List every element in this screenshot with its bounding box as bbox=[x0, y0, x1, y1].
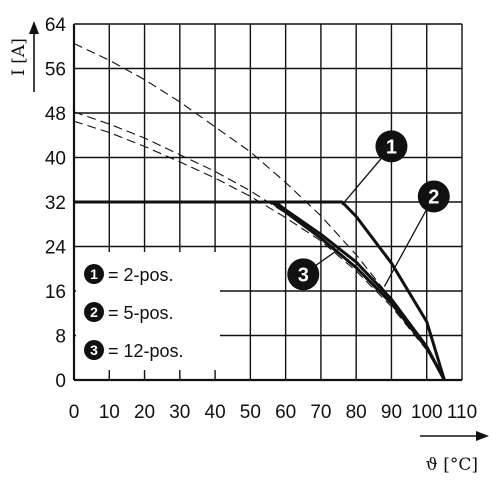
legend-badge-3 bbox=[84, 340, 104, 360]
legend-entry-label: = 2-pos. bbox=[108, 265, 174, 285]
y-axis-label: I [A] bbox=[9, 38, 29, 76]
x-axis-label: ϑ [°C] bbox=[426, 455, 478, 475]
x-tick-label: 70 bbox=[310, 402, 331, 423]
x-tick-label: 100 bbox=[411, 402, 443, 423]
x-tick-label: 0 bbox=[69, 402, 80, 423]
series-line-3-dashed bbox=[73, 120, 445, 381]
y-tick-label: 24 bbox=[45, 238, 67, 259]
x-tick-label: 40 bbox=[205, 402, 226, 423]
x-tick-label: 30 bbox=[169, 402, 190, 423]
legend-entry-label: = 5-pos. bbox=[108, 303, 174, 323]
x-tick-label: 110 bbox=[447, 402, 477, 423]
legend-entry-label: = 12-pos. bbox=[108, 341, 184, 361]
x-tick-label: 10 bbox=[99, 402, 120, 423]
y-tick-label: 0 bbox=[55, 371, 66, 392]
annotation-badge-2 bbox=[417, 180, 450, 213]
y-tick-label: 64 bbox=[45, 15, 67, 36]
series-line-1-solid bbox=[74, 200, 446, 381]
y-tick-label: 40 bbox=[45, 149, 66, 170]
annotation-badge-3 bbox=[287, 258, 320, 291]
y-tick-label: 16 bbox=[45, 282, 66, 303]
x-tick-label: 50 bbox=[240, 402, 261, 423]
annotation-leader-2 bbox=[383, 196, 435, 287]
y-tick-label: 32 bbox=[45, 193, 66, 214]
y-tick-label: 48 bbox=[45, 104, 66, 125]
series-line-3-solid bbox=[74, 200, 446, 381]
y-tick-label: 56 bbox=[45, 60, 66, 81]
annotation-label-3: 3 bbox=[298, 264, 309, 286]
legend-badge-2 bbox=[84, 302, 104, 322]
series-group bbox=[73, 43, 446, 381]
x-tick-labels: 0 10 20 30 40 50 60 70 80 90 100 110 bbox=[69, 402, 477, 423]
annotation-label-2: 2 bbox=[428, 186, 439, 208]
annotation-group: 1 2 3 bbox=[287, 130, 450, 291]
legend-badge-number: 2 bbox=[90, 304, 98, 320]
x-tick-label: 80 bbox=[346, 402, 367, 423]
x-tick-label: 60 bbox=[275, 402, 296, 423]
axis-arrows bbox=[29, 21, 489, 441]
x-tick-label: 20 bbox=[134, 402, 155, 423]
y-tick-labels: 0 8 16 24 32 40 48 56 64 bbox=[45, 15, 67, 392]
x-tick-label: 90 bbox=[381, 402, 402, 423]
legend: 1 = 2-pos. 2 = 5-pos. 3 = 12-pos. bbox=[76, 252, 220, 370]
legend-badge-number: 3 bbox=[90, 342, 98, 358]
x-axis-arrow-head bbox=[476, 431, 489, 441]
y-axis-arrow-head bbox=[29, 21, 39, 34]
legend-badge-1 bbox=[84, 264, 104, 284]
annotation-label-1: 1 bbox=[386, 136, 397, 158]
annotation-badge-1 bbox=[375, 130, 408, 163]
y-tick-label: 8 bbox=[55, 327, 66, 348]
legend-badge-number: 1 bbox=[90, 266, 98, 282]
